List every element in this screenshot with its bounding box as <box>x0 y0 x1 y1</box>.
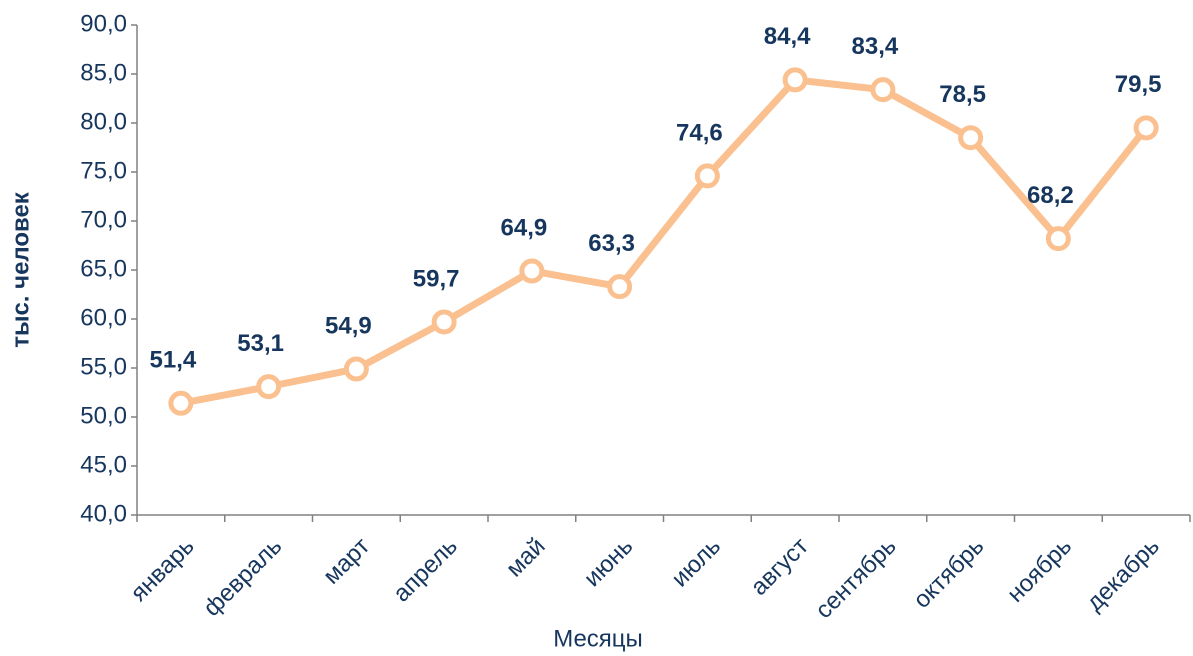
y-axis-title: тыс. человек <box>7 191 34 348</box>
y-tick-label: 40,0 <box>80 500 127 527</box>
x-tick-label: октябрь <box>908 533 989 614</box>
data-label: 79,5 <box>1115 71 1162 98</box>
x-tick-label: апрель <box>388 533 463 608</box>
marker <box>256 374 282 400</box>
x-tick-label: июнь <box>579 533 639 593</box>
data-label: 54,9 <box>325 312 372 339</box>
marker <box>1133 115 1159 141</box>
y-tick-label: 45,0 <box>80 451 127 478</box>
data-label: 51,4 <box>150 347 197 374</box>
marker <box>519 258 545 284</box>
x-axis-title: Месяцы <box>553 625 643 652</box>
marker <box>694 163 720 189</box>
marker <box>431 309 457 335</box>
x-tick-label: август <box>746 533 814 601</box>
marker <box>870 77 896 103</box>
y-tick-label: 60,0 <box>80 304 127 331</box>
marker <box>168 390 194 416</box>
x-tick-label: февраль <box>198 533 287 622</box>
y-tick-label: 70,0 <box>80 206 127 233</box>
data-label: 84,4 <box>764 23 811 50</box>
y-tick-label: 75,0 <box>80 157 127 184</box>
y-tick-label: 65,0 <box>80 255 127 282</box>
marker <box>343 356 369 382</box>
marker <box>958 125 984 151</box>
y-tick-label: 50,0 <box>80 402 127 429</box>
marker <box>607 274 633 300</box>
x-tick-label: январь <box>125 533 199 607</box>
data-label: 63,3 <box>588 230 635 257</box>
y-tick-label: 80,0 <box>80 108 127 135</box>
y-tick-label: 85,0 <box>80 59 127 86</box>
data-label: 59,7 <box>413 265 460 292</box>
data-label: 64,9 <box>501 214 548 241</box>
x-tick-label: сентябрь <box>810 533 901 624</box>
marker <box>782 67 808 93</box>
data-label: 74,6 <box>676 119 723 146</box>
marker <box>1045 226 1071 252</box>
y-tick-label: 55,0 <box>80 353 127 380</box>
data-label: 53,1 <box>237 330 284 357</box>
x-tick-label: июль <box>666 533 726 593</box>
x-tick-label: май <box>501 533 551 583</box>
y-tick-label: 90,0 <box>80 10 127 37</box>
x-tick-label: декабрь <box>1081 533 1165 617</box>
data-label: 78,5 <box>939 81 986 108</box>
line <box>180 76 1149 407</box>
x-tick-label: ноябрь <box>1002 533 1077 608</box>
x-tick-label: март <box>318 533 375 590</box>
data-label: 83,4 <box>852 33 899 60</box>
data-label: 68,2 <box>1027 182 1074 209</box>
